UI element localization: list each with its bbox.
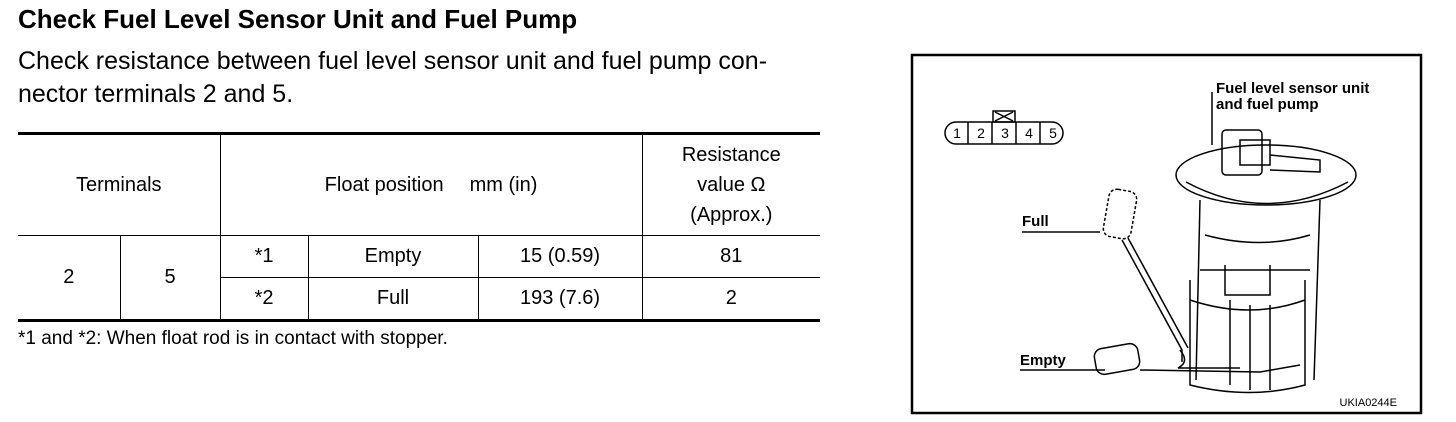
connector-pin: 2: [977, 125, 985, 141]
cell: 15 (0.59): [477, 235, 643, 278]
callout: and fuel pump: [1216, 96, 1319, 113]
header-cell: Terminals: [18, 133, 221, 236]
cell: *2: [220, 277, 309, 321]
cell: *1: [219, 235, 309, 278]
cell: 193 (7.6): [477, 277, 643, 321]
connector-pin: 3: [1001, 125, 1009, 141]
resistance-table: Terminals Float position mm (in) Resistan…: [18, 132, 821, 322]
label: Full: [1022, 213, 1049, 230]
pump-illustration: [1093, 92, 1357, 394]
callout: Fuel level sensor unit: [1216, 80, 1369, 97]
header-cell: Float position mm (in): [219, 133, 643, 236]
cell: Full: [307, 277, 479, 321]
header-cell: Resistance value Ω (Approx.): [641, 133, 821, 236]
footnote: *1 and *2: When float rod is in contact …: [18, 328, 448, 349]
figure-frame: [910, 53, 1423, 415]
header-text: Resistance: [681, 144, 781, 166]
cell: 5: [119, 235, 221, 321]
connector-pin: 1: [953, 125, 961, 141]
figure-code: UKIA0244E: [1340, 397, 1397, 409]
instruction-line: nector terminals 2 and 5.: [18, 80, 294, 108]
instruction-line: Check resistance between fuel level sens…: [18, 47, 768, 75]
header-text: Float position: [324, 174, 444, 196]
label: Empty: [1020, 352, 1067, 369]
title: Check Fuel Level Sensor Unit and Fuel Pu…: [18, 4, 578, 34]
header-text: value Ω: [697, 174, 766, 196]
header-text: (Approx.): [690, 204, 773, 226]
connector-pin: 4: [1025, 125, 1033, 141]
cell: 2: [641, 277, 821, 321]
connector-pin: 5: [1049, 125, 1057, 141]
connector: [944, 110, 1064, 145]
header-text: mm (in): [469, 174, 538, 196]
